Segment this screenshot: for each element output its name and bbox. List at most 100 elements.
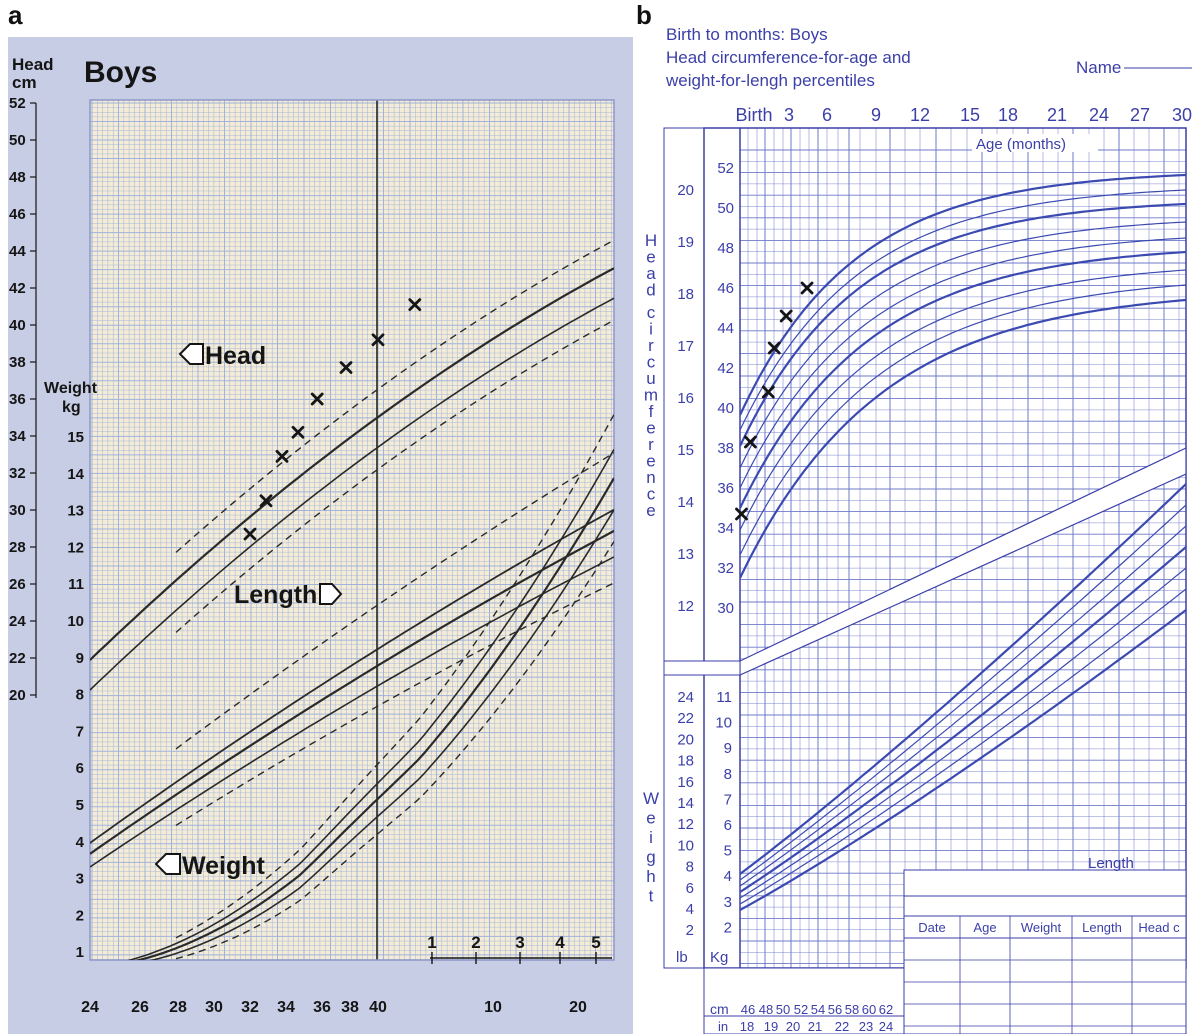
head-percentile-curve [740,284,1186,556]
weight-kg-tick-box [712,739,736,756]
weight-lb-tick-label: 10 [677,837,694,854]
weight-kg-tick-label: 5 [724,843,732,860]
head-measurement-point [779,309,793,323]
head-percentile-curve [175,239,614,553]
head-cm-tick-box [708,478,738,496]
lb-unit-label: lb [676,949,688,966]
weight-curve-label: Weight [154,852,266,880]
head-in-tick-box [668,388,698,406]
weight-kg-tick-box [712,816,736,832]
weight-axis-title-letter: W [643,789,659,808]
head-cm-tick-label: 46 [717,280,734,297]
head-axis-title-letter: H [645,231,657,250]
weight-kg-tick-label: 8 [724,766,732,783]
head-measurement-point [291,425,305,439]
weight-axis-tick-label: 13 [67,503,84,520]
side-marker-2 [710,131,732,141]
panel-b-title-line2: Head circumference-for-age and [666,48,911,67]
table-header: Length [1082,920,1122,935]
head-in-tick-label: 16 [677,390,694,407]
head-cm-tick-label: 50 [717,200,734,217]
weight-kg-tick-box [712,918,736,935]
weight-axis-title-line2: kg [62,399,81,416]
head-cm-tick-label: 32 [717,560,734,577]
weight-kg-tick-box [712,790,736,807]
x-axis-tick-label: 40 [369,999,387,1016]
head-in-tick-label: 20 [677,182,694,199]
head-axis-title-letter: n [646,468,655,487]
weight-lb-tick-box [672,709,698,726]
head-axis-tick-label: 20 [9,687,26,704]
age-axis-tick-label: 3 [784,105,794,125]
length-percentile-curve [90,508,614,844]
head-cm-tick-box [708,518,738,536]
age-axis-tick-label: 6 [822,105,832,125]
head-measurement-point [259,494,273,508]
weight-for-length-curve [740,483,1186,875]
weight-percentile-curve [134,477,614,960]
length-scale-box [703,967,905,1034]
postterm-scale-label: 1 [427,933,436,952]
age-axis-title: Age (months) [976,136,1066,153]
head-measurement-point [339,361,353,374]
head-measurement-point [275,449,289,463]
postterm-scale: 1 2 3 4 5 [427,933,612,964]
head-axis-tick-label: 48 [9,169,26,186]
head-axis-tick-label: 36 [9,391,26,408]
head-in-tick-label: 15 [677,442,694,459]
weight-lb-tick-box [672,815,698,832]
head-measurement-point [800,281,814,295]
head-percentile-curve [90,267,614,661]
length-percentile-curve [90,529,614,855]
head-cm-tick-box [708,238,738,256]
x-axis-tick-label: 32 [241,999,259,1016]
length-cm-tick-label: 60 [862,1002,876,1017]
head-axis-title-letter: e [646,419,655,438]
head-axis-tick-label: 50 [9,132,26,149]
weight-axis-title-letter: g [646,848,655,867]
table-header: Age [973,920,996,935]
weight-axis-ticks: 15 14 13 12 11 10 9 8 7 6 5 4 3 2 1 [67,429,84,961]
head-axis-tick-label: 44 [9,243,26,260]
weight-axis-title-line1: Weight [44,380,98,397]
head-measurement-point [744,435,757,449]
head-cm-tick-box [708,158,738,176]
panel-a-letter: a [8,0,23,30]
weight-axis-tick-label: 15 [67,429,84,446]
head-measurement-point [371,333,385,347]
head-cm-tick-box [708,198,738,216]
head-in-tick-box [668,492,698,510]
panel-b-section-divider [663,660,741,676]
head-axis-title-letter: e [646,501,655,520]
head-axis-tick-label: 26 [9,576,26,593]
x-axis-tick-label: 34 [277,999,295,1016]
x-axis-tick-label: 24 [81,999,99,1016]
weight-lb-tick-label: 24 [677,689,694,706]
panel-b-title-line1: Birth to months: Boys [666,25,828,44]
postterm-scale-label: 2 [471,933,480,952]
weight-axis-tick-label: 10 [67,613,84,630]
weight-percentile-curve [175,541,614,960]
length-in-tick-label: 19 [764,1019,778,1034]
weight-axis-tick-label: 7 [76,723,84,740]
head-measurement-point [735,507,748,521]
age-axis-tick-label: 24 [1089,105,1109,125]
age-axis-tick-label: 27 [1130,105,1150,125]
head-measurement-point [310,392,324,406]
head-cm-tick-box [708,438,738,456]
head-axis-ticks: 52 50 48 46 44 42 40 38 36 34 32 30 28 26 24 22 20 [9,95,36,704]
panel-b-grid [740,128,1186,968]
weight-kg-tick-label: 11 [716,689,732,706]
head-cm-tick-box [708,278,738,296]
panel-b-markers [735,281,814,521]
weight-lb-tick-box [672,921,698,938]
weight-lb-tick-box [672,857,698,874]
weight-axis-tick-label: 11 [68,576,84,593]
weight-lb-tick-label: 12 [677,816,694,833]
weight-lb-tick-box [672,878,698,895]
weight-lb-tick-box [672,794,698,810]
x-axis-tick-label: 30 [205,999,223,1016]
length-cm-tick-label: 54 [811,1002,825,1017]
length-cm-tick-label: 62 [879,1002,893,1017]
